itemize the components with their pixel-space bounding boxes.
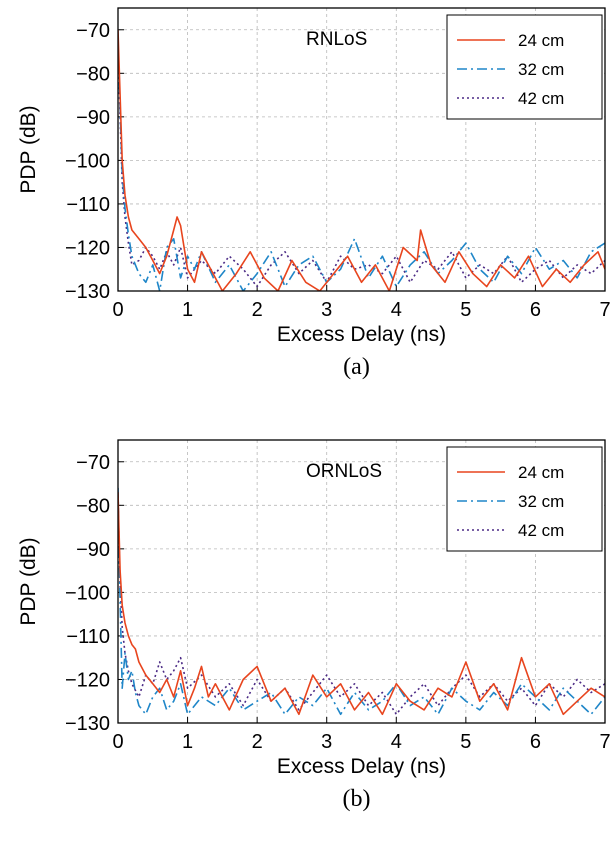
y-tick-label-a: −120 [65, 237, 110, 259]
x-tick-label-b: 5 [460, 731, 471, 753]
x-tick-label-a: 0 [112, 299, 123, 321]
legend-label-32cm-b: 32 cm [518, 492, 564, 511]
chart-panel-a: −70 −80 −90 −100 −110 −120 −130 0 1 2 3 4 5 6 7 RNLoS… [17, 7, 611, 380]
x-tick-label-a: 4 [391, 299, 402, 321]
x-tick-label-a: 3 [321, 299, 332, 321]
x-tick-label-b: 2 [252, 731, 263, 753]
x-tick-label-b: 0 [112, 731, 123, 753]
y-tick-label-a: −100 [65, 150, 110, 172]
y-tick-label-a: −70 [76, 20, 110, 42]
series-line-24cm-a [118, 29, 605, 291]
y-tick-label-b: −100 [65, 582, 110, 604]
caption-b: (b) [343, 786, 371, 812]
x-tick-label-b: 7 [599, 731, 610, 753]
legend-label-24cm-b: 24 cm [518, 463, 564, 482]
y-axis-label-b: PDP (dB) [17, 537, 40, 625]
series-a [118, 29, 605, 291]
y-tick-label-b: −130 [65, 713, 110, 735]
plot-frame-a [117, 7, 606, 292]
y-tick-label-a: −130 [65, 281, 110, 303]
y-tick-label-b: −70 [76, 452, 110, 474]
y-ticks-b: −70 −80 −90 −100 −110 −120 −130 [65, 452, 124, 735]
x-tick-label-a: 6 [530, 299, 541, 321]
series-b [118, 487, 605, 716]
legend-label-24cm-a: 24 cm [518, 31, 564, 50]
y-tick-label-a: −90 [76, 107, 110, 129]
plot-frame-b [117, 439, 606, 724]
x-tick-label-a: 1 [182, 299, 193, 321]
x-tick-label-a: 7 [599, 299, 610, 321]
y-tick-label-a: −110 [66, 194, 110, 216]
x-tick-label-b: 3 [321, 731, 332, 753]
chart-panel-b: −70 −80 −90 −100 −110 −120 −130 0 1 2 3 4 5 6 7 ORNLo… [17, 439, 611, 812]
x-tick-label-a: 2 [252, 299, 263, 321]
x-tick-label-b: 4 [391, 731, 402, 753]
y-tick-label-b: −120 [65, 669, 110, 691]
caption-a: (a) [343, 354, 370, 380]
y-tick-label-b: −80 [76, 495, 110, 517]
legend-a: 24 cm 32 cm 42 cm [446, 14, 603, 120]
y-tick-label-b: −90 [76, 539, 110, 561]
legend-box-a [446, 14, 603, 120]
legend-label-32cm-a: 32 cm [518, 60, 564, 79]
y-axis-label-a: PDP (dB) [17, 105, 40, 193]
legend-box-b [446, 446, 603, 552]
legend-b: 24 cm 32 cm 42 cm [446, 446, 603, 552]
y-tick-label-a: −80 [76, 63, 110, 85]
x-tick-label-a: 5 [460, 299, 471, 321]
x-tick-label-b: 6 [530, 731, 541, 753]
x-axis-label-a: Excess Delay (ns) [277, 323, 446, 346]
legend-label-42cm-b: 42 cm [518, 521, 564, 540]
x-axis-label-b: Excess Delay (ns) [277, 755, 446, 778]
annotation-a: RNLoS [306, 29, 367, 50]
series-line-24cm-b [118, 492, 605, 716]
y-tick-label-b: −110 [66, 626, 110, 648]
annotation-b: ORNLoS [306, 461, 382, 482]
y-ticks-a: −70 −80 −90 −100 −110 −120 −130 [65, 20, 124, 303]
legend-label-42cm-a: 42 cm [518, 89, 564, 108]
x-tick-label-b: 1 [182, 731, 193, 753]
